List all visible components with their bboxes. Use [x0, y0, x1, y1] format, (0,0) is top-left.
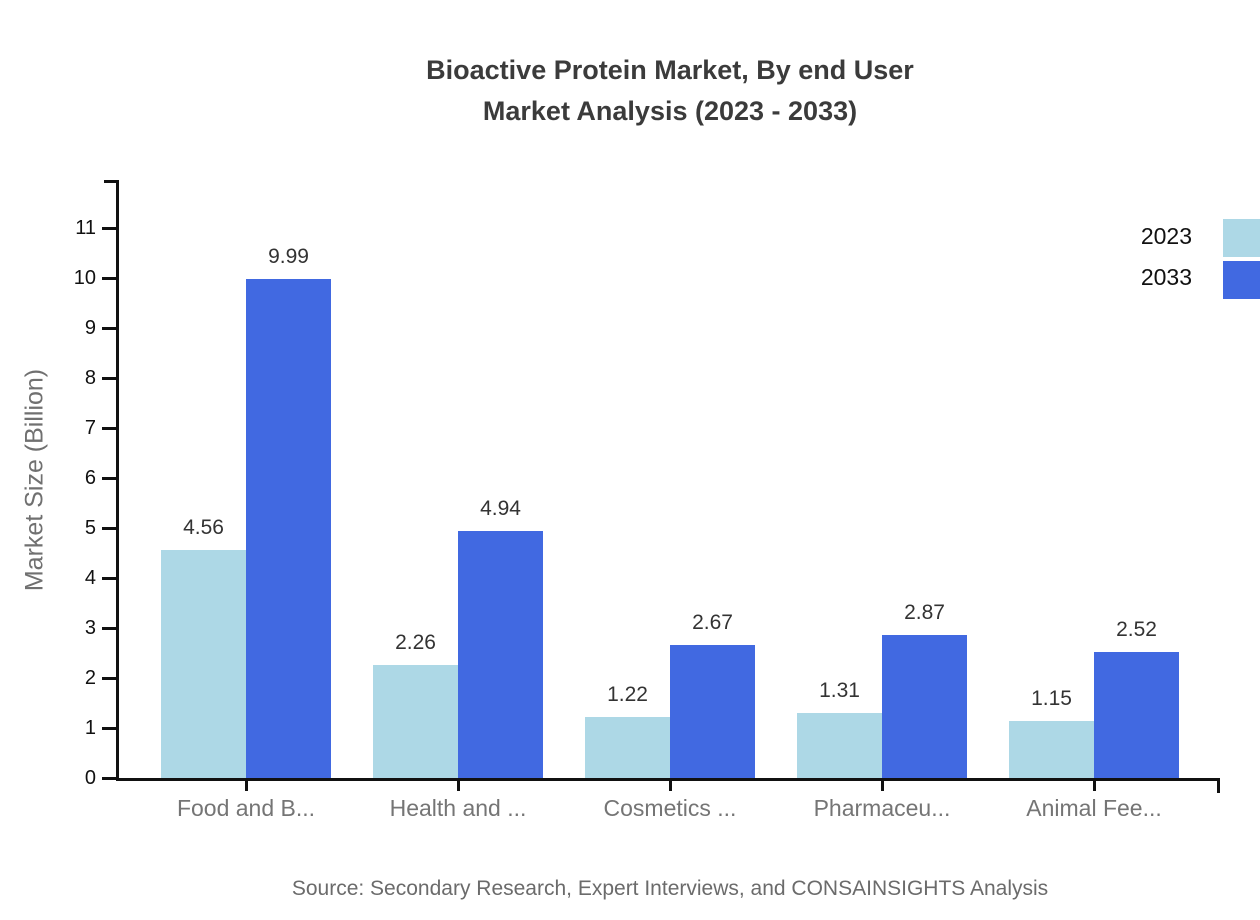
- x-axis-tick: [1093, 781, 1096, 791]
- y-axis-tick: [102, 227, 116, 230]
- y-axis-tick: [102, 377, 116, 380]
- bar-value-label: 2.52: [1116, 618, 1157, 641]
- y-axis-tick-label: 4: [84, 567, 96, 589]
- x-axis-category-label: Cosmetics ...: [603, 795, 737, 821]
- y-axis-tick-label: 3: [84, 617, 96, 639]
- bar-value-label: 1.15: [1031, 686, 1072, 710]
- y-axis-tick: [102, 327, 116, 330]
- y-axis-tick: [102, 677, 116, 680]
- y-axis-tick: [102, 627, 116, 630]
- bar-value-label: 9.99: [268, 244, 309, 268]
- bar-value-label: 1.22: [607, 683, 648, 706]
- bar-2033[interactable]: [1094, 652, 1179, 778]
- y-axis-tick-label: 11: [75, 217, 96, 239]
- x-axis-tick: [245, 781, 248, 791]
- x-axis-tick: [669, 781, 672, 791]
- y-axis-tick: [102, 777, 116, 780]
- x-axis-category-label: Pharmaceu...: [813, 795, 951, 821]
- y-axis-tick-label: 5: [84, 517, 96, 539]
- bar-2033[interactable]: [882, 634, 967, 778]
- bar-2023[interactable]: [1009, 720, 1094, 778]
- y-axis-tick: [102, 427, 116, 430]
- bar-value-label: 4.94: [480, 497, 521, 520]
- x-axis-category-label: Food and B...: [176, 795, 316, 821]
- bar-2023[interactable]: [585, 717, 670, 778]
- bar-2023[interactable]: [161, 550, 246, 778]
- x-axis-right-cap: [1217, 778, 1220, 793]
- y-axis-tick-label: 7: [84, 417, 96, 439]
- bar-value-label: 2.67: [692, 610, 733, 634]
- bar-value-label: 2.87: [904, 600, 945, 624]
- y-axis-tick: [102, 277, 116, 280]
- y-axis-tick-label: 1: [84, 717, 96, 739]
- bar-2033[interactable]: [246, 278, 331, 778]
- y-axis-tick-label: 2: [84, 667, 96, 689]
- legend-item-label[interactable]: 2023: [1140, 223, 1192, 249]
- y-axis-tick-label: 9: [84, 317, 96, 339]
- y-axis-top-cap: [104, 180, 119, 183]
- y-axis-tick: [102, 727, 116, 730]
- legend-swatch[interactable]: [1223, 219, 1260, 257]
- legend-item-label[interactable]: 2033: [1140, 264, 1192, 290]
- bar-2023[interactable]: [797, 712, 882, 778]
- chart-title: Bioactive Protein Market, By end User Ma…: [80, 50, 1260, 132]
- bar-value-label: 1.31: [819, 678, 860, 702]
- x-axis-line: [116, 778, 1220, 781]
- bar-value-label: 2.26: [395, 631, 436, 654]
- y-axis-tick: [102, 527, 116, 530]
- chart-title-line1: Bioactive Protein Market, By end User: [426, 55, 914, 85]
- y-axis-tick: [102, 477, 116, 480]
- y-axis-tick-label: 8: [84, 367, 96, 389]
- x-axis-tick: [881, 781, 884, 791]
- y-axis-tick: [102, 577, 116, 580]
- legend-swatch[interactable]: [1223, 261, 1260, 299]
- x-axis-tick: [457, 781, 460, 791]
- y-axis-tick-label: 10: [73, 267, 96, 289]
- bar-2033[interactable]: [458, 531, 543, 778]
- bar-2033[interactable]: [670, 644, 755, 778]
- x-axis-category-label: Health and ...: [389, 795, 527, 821]
- bar-value-label: 4.56: [183, 516, 224, 539]
- source-note: Source: Secondary Research, Expert Inter…: [291, 877, 1049, 900]
- y-axis-tick-label: 0: [84, 767, 96, 789]
- x-axis-category-label: Animal Fee...: [1026, 795, 1162, 821]
- y-axis-tick-label: 6: [84, 467, 96, 489]
- chart-title-line2: Market Analysis (2023 - 2033): [482, 96, 858, 126]
- bar-2023[interactable]: [373, 665, 458, 778]
- y-axis-line: [116, 180, 119, 781]
